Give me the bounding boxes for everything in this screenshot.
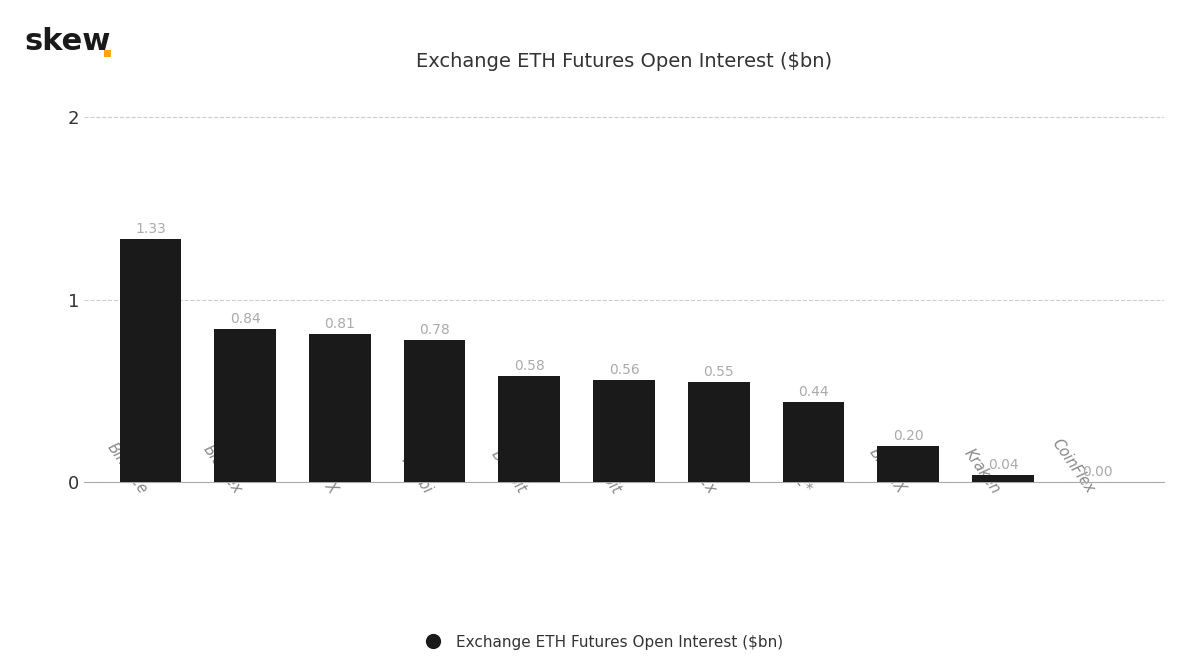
Text: 0.81: 0.81: [324, 317, 355, 331]
Bar: [310, 334, 371, 482]
Bar: [688, 382, 750, 482]
Bar: [403, 340, 466, 482]
Text: 0.56: 0.56: [608, 362, 640, 377]
Text: 0.84: 0.84: [229, 312, 260, 326]
Legend: Exchange ETH Futures Open Interest ($bn): Exchange ETH Futures Open Interest ($bn): [412, 628, 788, 656]
Bar: [593, 380, 655, 482]
Bar: [782, 402, 845, 482]
Bar: [215, 329, 276, 482]
Bar: [498, 377, 560, 482]
Text: 0.78: 0.78: [419, 322, 450, 336]
Bar: [972, 475, 1033, 482]
Text: 0.20: 0.20: [893, 429, 924, 443]
Text: 0.44: 0.44: [798, 385, 829, 399]
Text: skew: skew: [24, 27, 110, 56]
Text: .: .: [100, 27, 114, 65]
Text: 0.58: 0.58: [514, 359, 545, 373]
Bar: [877, 446, 940, 482]
Text: 0.55: 0.55: [703, 364, 734, 379]
Text: 0.04: 0.04: [988, 458, 1019, 472]
Text: 0.00: 0.00: [1082, 465, 1112, 479]
Title: Exchange ETH Futures Open Interest ($bn): Exchange ETH Futures Open Interest ($bn): [416, 52, 832, 70]
Text: 1.33: 1.33: [134, 222, 166, 236]
Bar: [120, 239, 181, 482]
